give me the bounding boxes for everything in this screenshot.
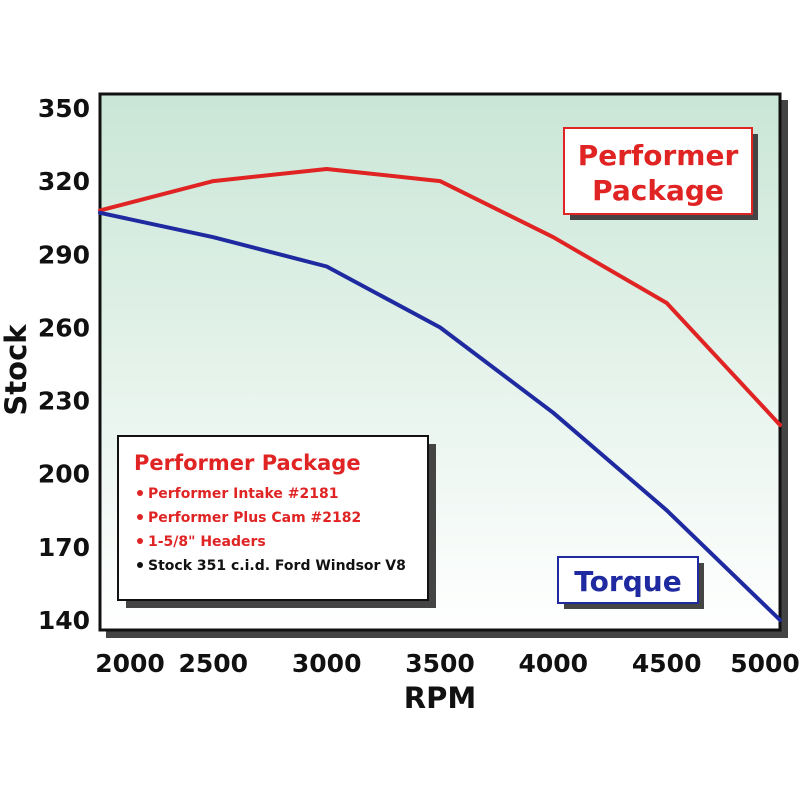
legend-bullet [137,514,143,520]
y-axis-title: Stock [0,324,33,416]
legend-item: Stock 351 c.i.d. Ford Windsor V8 [148,558,406,574]
torque-callout: Torque [558,557,704,609]
performer-callout-line1: Performer [578,139,739,172]
x-axis-ticks: 2000 2500 3000 3500 4000 4500 5000 [95,649,800,678]
y-axis-ticks: 350 320 290 260 230 200 170 140 [38,94,90,635]
y-tick-label: 200 [38,460,90,489]
legend-item: Performer Intake #2181 [148,486,338,502]
x-tick-label: 4500 [632,649,702,678]
x-tick-label: 2500 [179,649,249,678]
performer-callout: Performer Package [564,128,758,220]
legend-bullet [137,562,143,568]
x-tick-label: 4000 [519,649,589,678]
x-tick-label: 2000 [95,649,165,678]
x-tick-label: 3000 [292,649,362,678]
y-tick-label: 320 [38,167,90,196]
legend: Performer Package Performer Intake #2181… [118,436,436,608]
y-tick-label: 140 [38,606,90,635]
x-tick-label: 5000 [730,649,800,678]
legend-item: 1-5/8" Headers [148,534,266,550]
performer-callout-line2: Package [592,174,724,207]
x-tick-label: 3500 [405,649,475,678]
y-tick-label: 350 [38,94,90,123]
x-axis-title: RPM [404,681,476,715]
y-tick-label: 170 [38,533,90,562]
legend-item: Performer Plus Cam #2182 [148,510,361,526]
torque-callout-label: Torque [574,565,681,598]
y-tick-label: 260 [38,313,90,342]
y-tick-label: 290 [38,240,90,269]
legend-bullet [137,538,143,544]
y-tick-label: 230 [38,387,90,416]
legend-bullet [137,490,143,496]
legend-title: Performer Package [134,451,361,475]
